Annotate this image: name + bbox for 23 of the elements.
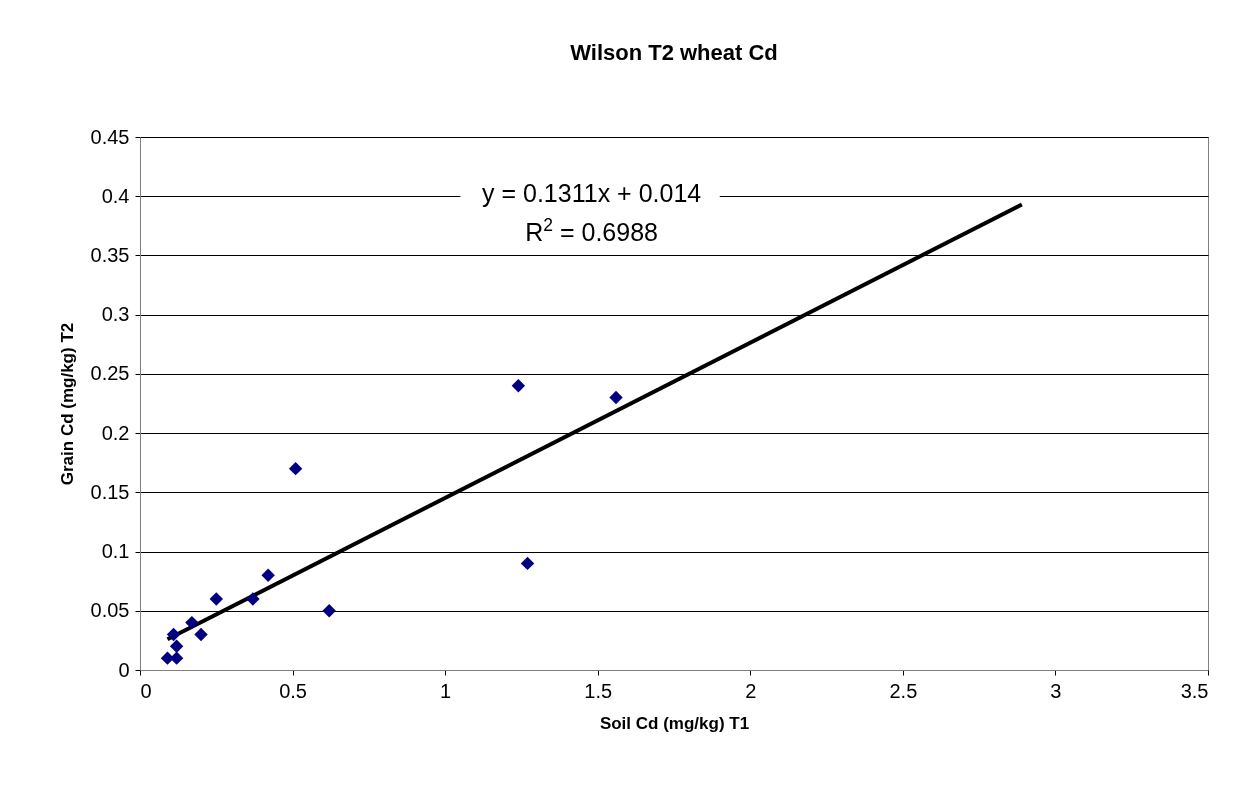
y-tick-label: 0.15 bbox=[90, 480, 130, 503]
y-tick-label: 0.05 bbox=[90, 599, 130, 622]
chart-title: Wilson T2 wheat Cd bbox=[570, 40, 778, 65]
y-tick-label: 0.4 bbox=[101, 184, 130, 207]
x-tick-label: 3.5 bbox=[1180, 679, 1209, 702]
y-tick-label: 0.35 bbox=[90, 243, 130, 266]
x-axis-title: Soil Cd (mg/kg) T1 bbox=[599, 713, 750, 733]
annotation: y = 0.1311x + 0.014 bbox=[482, 178, 702, 207]
x-tick-label: 3 bbox=[1050, 679, 1062, 702]
x-tick-label: 1.5 bbox=[584, 679, 613, 702]
y-tick-label: 0.1 bbox=[101, 540, 130, 563]
y-tick-label: 0.25 bbox=[90, 362, 130, 385]
x-tick-label: 2 bbox=[745, 679, 757, 702]
x-tick-label: 1 bbox=[440, 679, 452, 702]
y-tick-label: 0.2 bbox=[101, 421, 130, 444]
x-tick-label: 0.5 bbox=[279, 679, 307, 702]
y-tick-label: 0.45 bbox=[90, 125, 130, 148]
x-tick-label: 0 bbox=[140, 679, 152, 702]
annotation: R$^{2}$ = 0.6988 bbox=[525, 214, 658, 246]
y-tick-label: 0.3 bbox=[101, 303, 130, 326]
x-tick-label: 2.5 bbox=[889, 679, 918, 702]
y-axis-title: Grain Cd (mg/kg) T2 bbox=[57, 322, 77, 486]
y-tick-label: 0 bbox=[118, 658, 130, 681]
